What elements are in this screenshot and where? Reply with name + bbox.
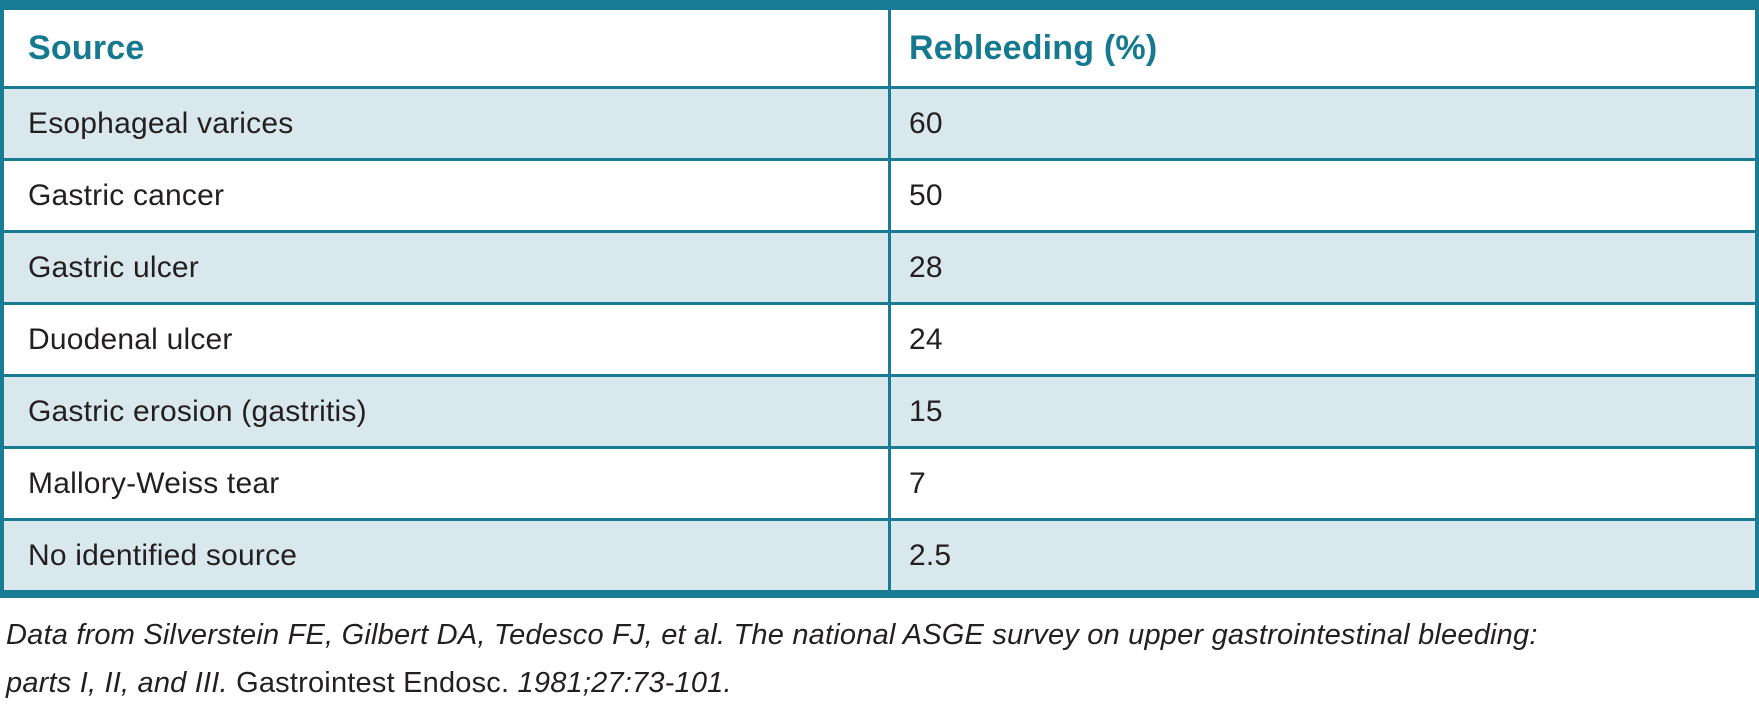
- citation-line-1: Data from Silverstein FE, Gilbert DA, Te…: [6, 611, 1759, 659]
- table-row: Gastric ulcer 28: [4, 230, 1755, 302]
- rebleeding-table: Source Rebleeding (%) Esophageal varices…: [0, 0, 1759, 598]
- citation-study-text: Data from Silverstein FE, Gilbert DA, Te…: [6, 619, 1538, 651]
- table-row: Duodenal ulcer 24: [4, 302, 1755, 374]
- table-row: Esophageal varices 60: [4, 86, 1755, 158]
- rebleeding-cell: 60: [888, 89, 1755, 158]
- rebleeding-cell: 7: [888, 449, 1755, 518]
- rebleeding-cell: 2.5: [888, 521, 1755, 590]
- source-cell: Mallory-Weiss tear: [28, 466, 280, 500]
- table-row: Gastric erosion (gastritis) 15: [4, 374, 1755, 446]
- source-cell: Gastric ulcer: [28, 250, 199, 284]
- table-row: Gastric cancer 50: [4, 158, 1755, 230]
- rebleeding-cell: 24: [888, 305, 1755, 374]
- source-cell: Duodenal ulcer: [28, 322, 233, 356]
- column-header-rebleeding: Rebleeding (%): [888, 10, 1755, 86]
- rebleeding-cell: 15: [888, 377, 1755, 446]
- citation-parts-text: parts I, II, and III.: [6, 667, 228, 699]
- source-cell: Esophageal varices: [28, 106, 294, 140]
- source-cell: Gastric cancer: [28, 178, 225, 212]
- citation-volume-pages: 1981;27:73-101.: [517, 667, 732, 699]
- source-citation: Data from Silverstein FE, Gilbert DA, Te…: [6, 611, 1759, 707]
- citation-line-2: parts I, II, and III. Gastrointest Endos…: [6, 659, 1759, 707]
- source-cell: No identified source: [28, 538, 298, 572]
- source-cell: Gastric erosion (gastritis): [28, 394, 367, 428]
- citation-journal-name: Gastrointest Endosc.: [236, 667, 510, 699]
- rebleeding-cell: 28: [888, 233, 1755, 302]
- table-row: No identified source 2.5: [4, 518, 1755, 590]
- column-header-source: Source: [28, 28, 145, 67]
- table-header-row: Source Rebleeding (%): [4, 10, 1755, 86]
- rebleeding-cell: 50: [888, 161, 1755, 230]
- table-row: Mallory-Weiss tear 7: [4, 446, 1755, 518]
